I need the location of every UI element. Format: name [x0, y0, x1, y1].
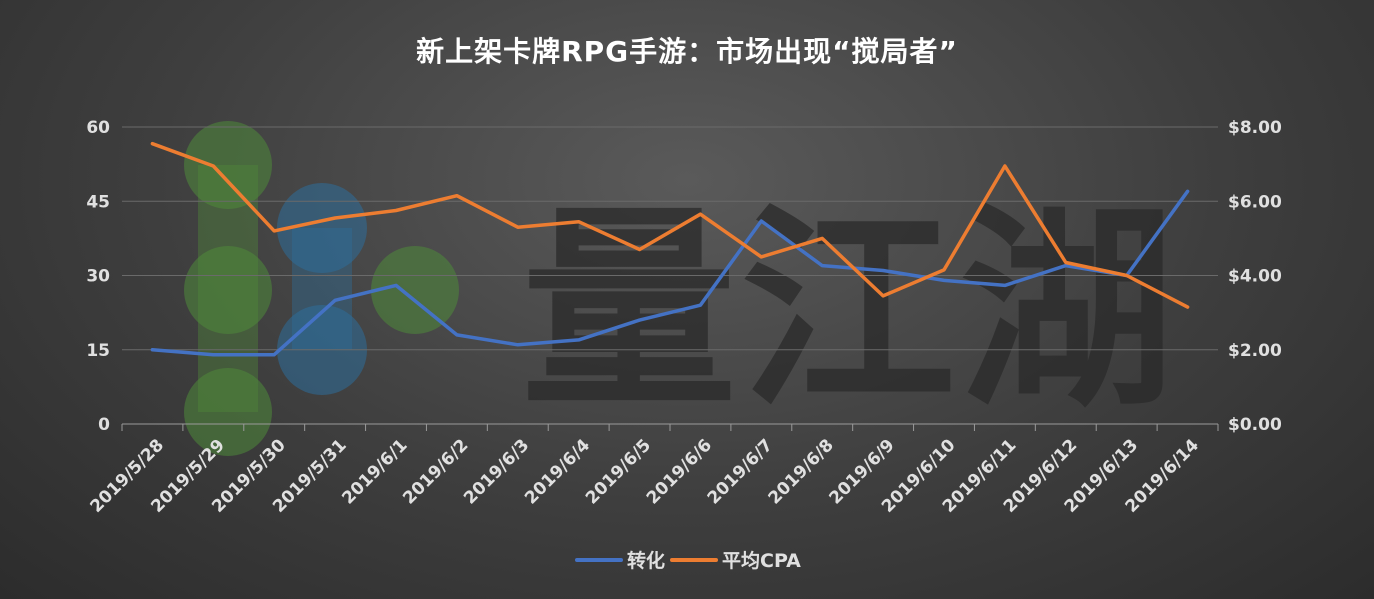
y-left-tick-label: 15 [86, 341, 110, 361]
watermark-dot-green [371, 246, 459, 334]
y-left-tick-label: 60 [86, 118, 110, 138]
legend-label: 平均CPA [722, 549, 801, 572]
y-right-tick-label: $8.00 [1228, 118, 1282, 138]
watermark-bar-green [198, 165, 258, 412]
watermark-text: 量江湖 [522, 185, 1179, 436]
legend: 转化 平均CPA [575, 549, 801, 572]
y-right-tick-label: $6.00 [1228, 192, 1282, 212]
x-tick-label: 2019/6/6 [643, 435, 716, 508]
chart-title: 新上架卡牌RPG手游：市场出现“搅局者” [416, 35, 958, 68]
watermark-logo: 量江湖 [184, 121, 1179, 456]
y-right-tick-label: $4.00 [1228, 267, 1282, 287]
y-left-tick-label: 45 [86, 192, 110, 212]
series-line-conversion [150, 189, 1190, 357]
series-lines [150, 141, 1190, 357]
x-tick-label: 2019/6/7 [704, 435, 777, 508]
legend-label: 转化 [627, 549, 665, 572]
x-tick-label: 2019/6/8 [765, 435, 838, 508]
watermark-dot-green [184, 121, 272, 209]
y-left-tick-label: 0 [98, 415, 110, 435]
x-tick-label: 2019/6/1 [338, 435, 411, 508]
watermark-dot-green [184, 368, 272, 456]
x-tick-label: 2019/6/5 [582, 435, 655, 508]
series-line-cpa [150, 141, 1190, 309]
x-tick-label: 2019/6/2 [399, 435, 472, 508]
x-tick-label: 2019/6/3 [460, 435, 533, 508]
y-right-tick-label: $0.00 [1228, 415, 1282, 435]
x-tick-label: 2019/6/4 [521, 435, 594, 508]
y-right-tick-label: $2.00 [1228, 341, 1282, 361]
y-left-tick-label: 30 [86, 267, 110, 287]
watermark-dot-green [184, 246, 272, 334]
watermark-dot-blue [277, 183, 367, 273]
